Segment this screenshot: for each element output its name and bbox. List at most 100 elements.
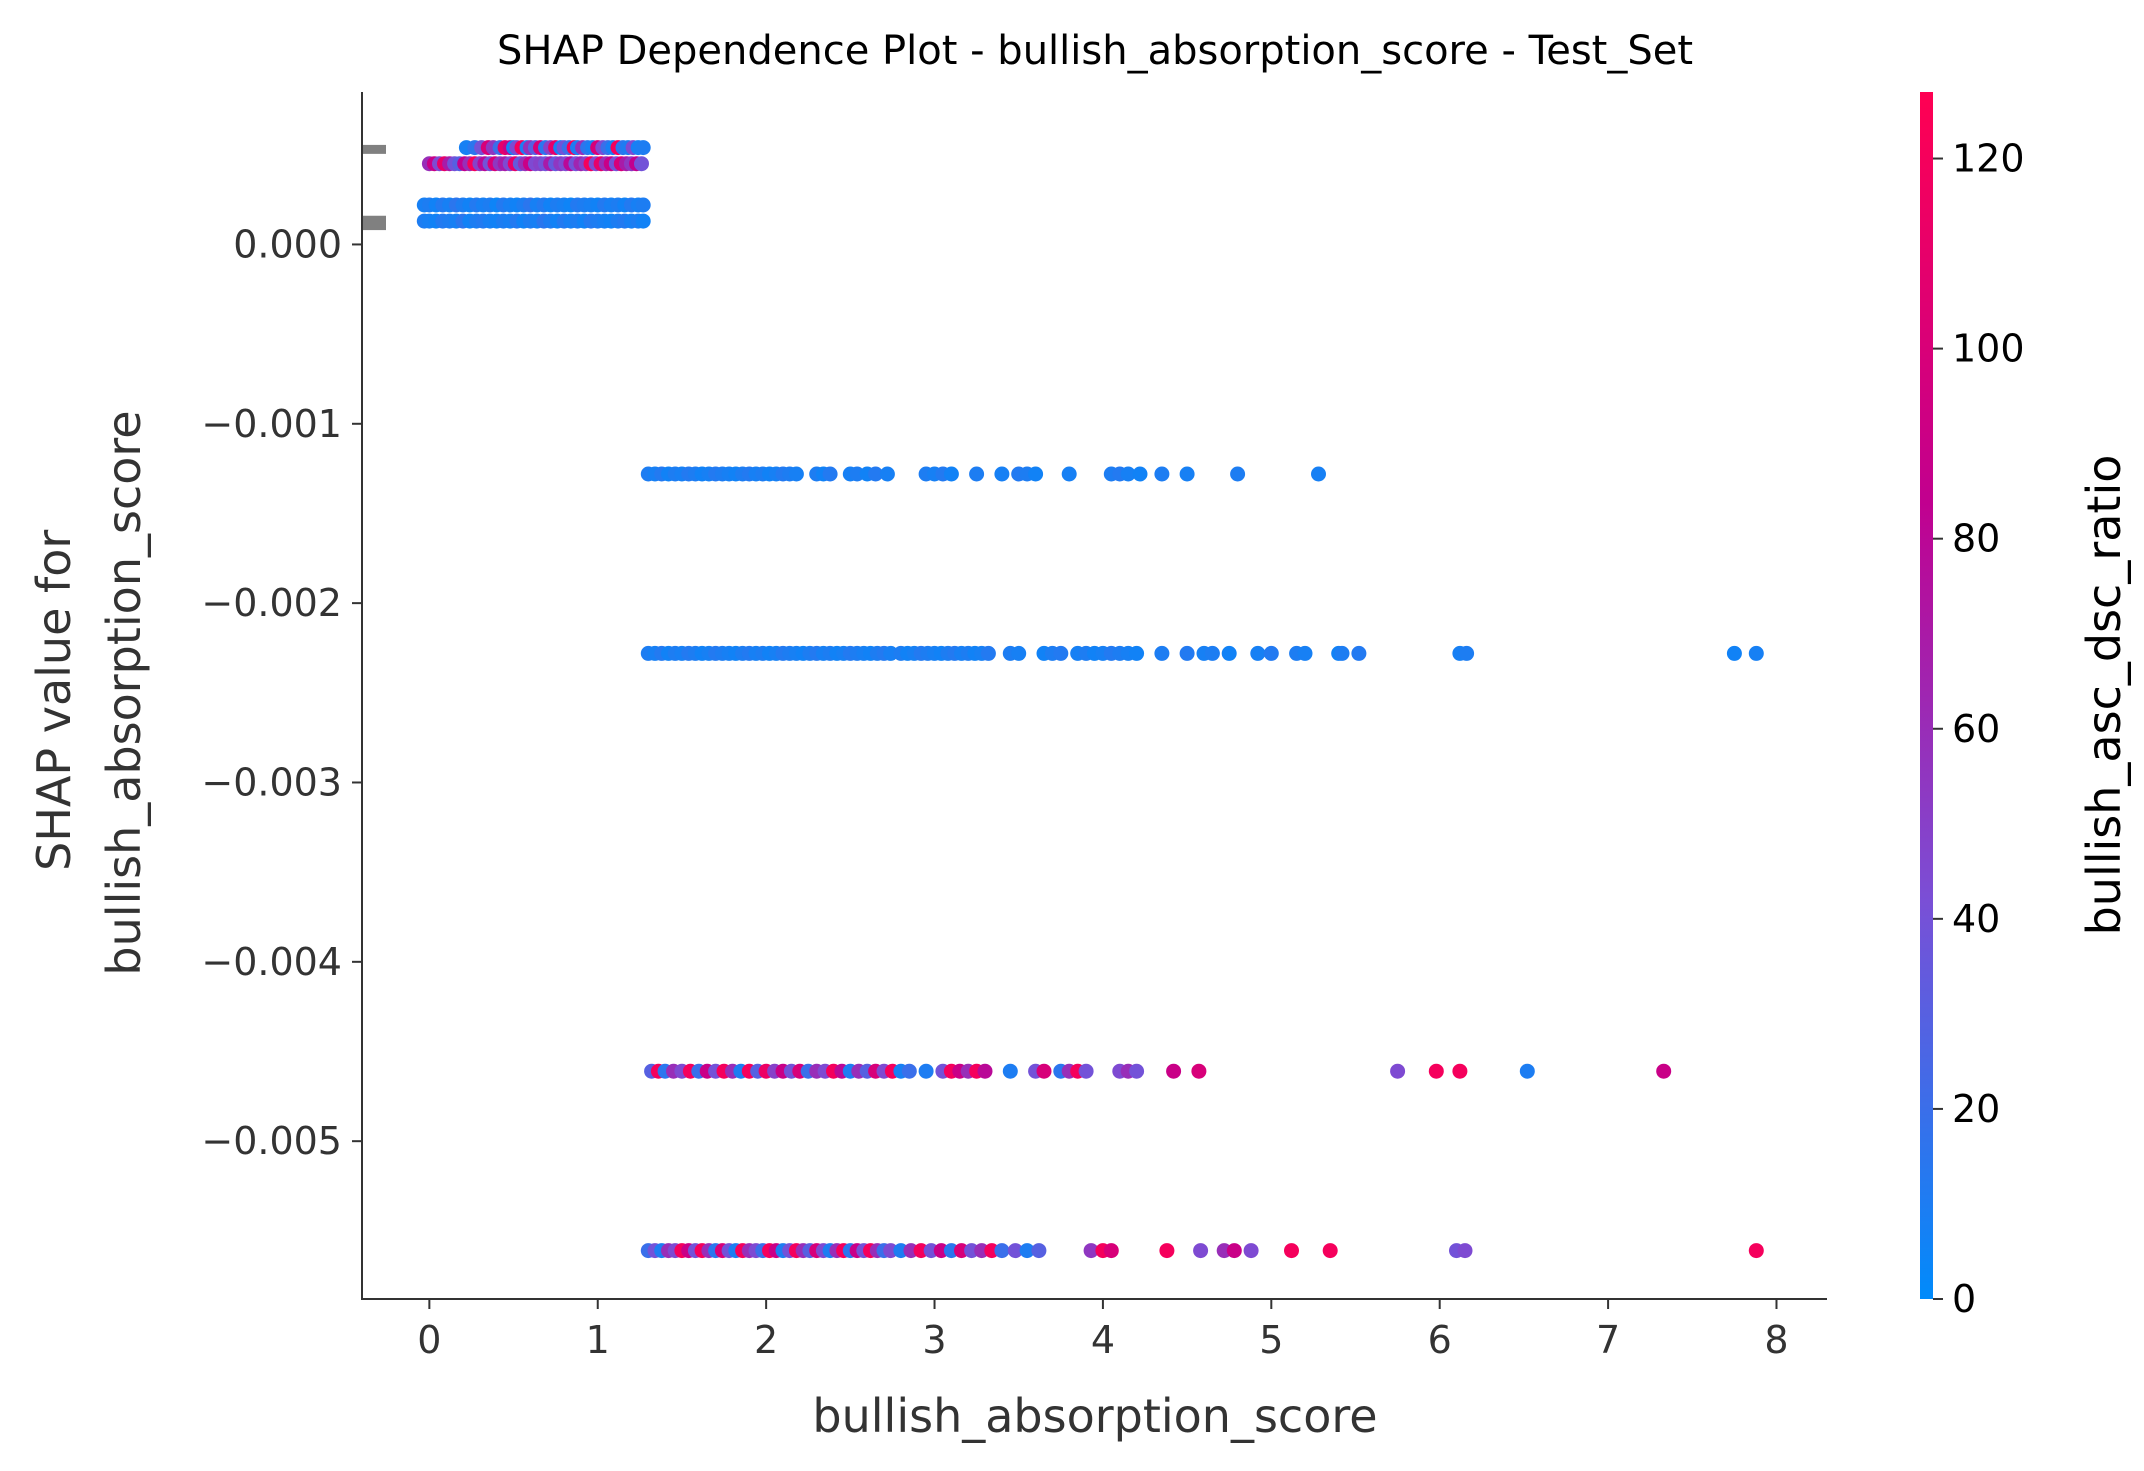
- colorbar-tick-label: 80: [1952, 517, 2000, 561]
- scatter-point: [1191, 1063, 1207, 1079]
- scatter-point: [1250, 645, 1266, 661]
- scatter-point: [918, 1063, 934, 1079]
- x-axis-ticks: 0 1 2 3 4 5 6 7 8: [417, 1299, 1789, 1362]
- scatter-point: [1351, 645, 1367, 661]
- scatter-point: [1243, 1243, 1259, 1259]
- histogram-bar: [362, 215, 386, 231]
- x-tick-label: 6: [1428, 1318, 1452, 1362]
- scatter-point: [1390, 1063, 1406, 1079]
- x-tick-label: 2: [754, 1318, 778, 1362]
- scatter-point: [1179, 466, 1195, 482]
- scatter-point: [1230, 466, 1246, 482]
- x-tick-label: 4: [1091, 1318, 1115, 1362]
- y-axis-label: SHAP value for bullish_absorption_score: [27, 410, 151, 975]
- scatter-point: [1083, 1243, 1099, 1259]
- scatter-point: [1221, 645, 1237, 661]
- scatter-point: [1061, 466, 1077, 482]
- scatter-point: [943, 466, 959, 482]
- scatter-point: [1193, 1243, 1209, 1259]
- scatter-point: [1748, 1243, 1764, 1259]
- scatter-point: [1011, 645, 1027, 661]
- scatter-point: [1028, 466, 1044, 482]
- scatter-point: [1311, 466, 1326, 482]
- scatter-point: [994, 1243, 1010, 1259]
- y-tick-label: −0.003: [201, 760, 342, 804]
- scatter-point: [1103, 1243, 1119, 1259]
- scatter-point: [1322, 1243, 1338, 1259]
- chart-title: SHAP Dependence Plot - bullish_absorptio…: [497, 28, 1693, 74]
- scatter-point: [1120, 466, 1136, 482]
- colorbar-label: bullish_asc_dsc_ratio: [2077, 455, 2131, 936]
- scatter-point: [969, 466, 985, 482]
- y-axis-ticks: 0.000 −0.001 −0.002 −0.003 −0.004 −0.005: [201, 222, 362, 1163]
- scatter-point: [1019, 1243, 1035, 1259]
- scatter-point: [1159, 1243, 1175, 1259]
- colorbar-tick-label: 40: [1952, 897, 2000, 941]
- histogram-marks: [362, 144, 386, 231]
- colorbar-tick-label: 120: [1952, 137, 2025, 181]
- scatter-point: [1748, 645, 1764, 661]
- scatter-point: [1154, 466, 1170, 482]
- x-tick-label: 7: [1596, 1318, 1620, 1362]
- colorbar-tick-label: 0: [1952, 1277, 1976, 1321]
- colorbar-tick-label: 100: [1952, 327, 2025, 371]
- scatter-point: [879, 466, 895, 482]
- scatter-point: [1452, 1063, 1468, 1079]
- scatter-point: [1031, 1243, 1047, 1259]
- y-tick-label: −0.005: [201, 1119, 342, 1163]
- scatter-point: [788, 466, 804, 482]
- scatter-point: [980, 645, 996, 661]
- x-tick-label: 5: [1259, 1318, 1283, 1362]
- colorbar-tick-label: 20: [1952, 1087, 2000, 1131]
- scatter-point: [1007, 1243, 1023, 1259]
- scatter-point: [1204, 645, 1220, 661]
- y-axis-label-line-1: SHAP value for: [27, 530, 81, 871]
- scatter-point: [635, 140, 651, 156]
- scatter-point: [1726, 645, 1742, 661]
- scatter-point: [1166, 1063, 1182, 1079]
- colorbar-tick-label: 60: [1952, 707, 2000, 751]
- y-tick-label: −0.004: [201, 940, 342, 984]
- scatter-point: [1036, 1063, 1052, 1079]
- y-tick-label: −0.002: [201, 581, 342, 625]
- y-tick-label: 0.000: [233, 222, 342, 266]
- scatter-point: [1078, 1063, 1094, 1079]
- scatter-point: [1459, 645, 1475, 661]
- y-tick-label: −0.001: [201, 402, 342, 446]
- scatter-point: [1053, 645, 1069, 661]
- scatter-point: [634, 156, 649, 172]
- scatter-point: [1226, 1243, 1242, 1259]
- x-tick-label: 3: [922, 1318, 946, 1362]
- scatter-point: [1334, 645, 1350, 661]
- scatter-point: [1154, 645, 1170, 661]
- histogram-bar: [362, 144, 386, 154]
- scatter-point: [635, 213, 651, 229]
- scatter-point: [1002, 1063, 1018, 1079]
- scatter-point: [1428, 1063, 1444, 1079]
- scatter-point: [1263, 645, 1279, 661]
- scatter-points: [416, 140, 1764, 1259]
- x-tick-label: 0: [417, 1318, 441, 1362]
- scatter-point: [994, 466, 1010, 482]
- scatter-point: [1129, 645, 1145, 661]
- scatter-point: [1297, 645, 1313, 661]
- scatter-point: [868, 466, 884, 482]
- scatter-point: [1457, 1243, 1473, 1259]
- colorbar-ticks: 0 20 40 60 80 100 120: [1933, 137, 2025, 1321]
- scatter-point: [1656, 1063, 1672, 1079]
- x-tick-label: 8: [1764, 1318, 1788, 1362]
- scatter-point: [1129, 1063, 1145, 1079]
- colorbar: [1920, 92, 1933, 1299]
- x-tick-label: 1: [586, 1318, 610, 1362]
- scatter-point: [901, 1063, 917, 1079]
- scatter-point: [1179, 645, 1195, 661]
- scatter-point: [822, 466, 838, 482]
- x-axis-label: bullish_absorption_score: [812, 1389, 1377, 1443]
- scatter-point: [1132, 466, 1148, 482]
- scatter-point: [1519, 1063, 1535, 1079]
- scatter-point: [1284, 1243, 1299, 1259]
- y-axis-label-line-2: bullish_absorption_score: [97, 410, 151, 975]
- scatter-point: [635, 197, 651, 213]
- scatter-point: [977, 1063, 993, 1079]
